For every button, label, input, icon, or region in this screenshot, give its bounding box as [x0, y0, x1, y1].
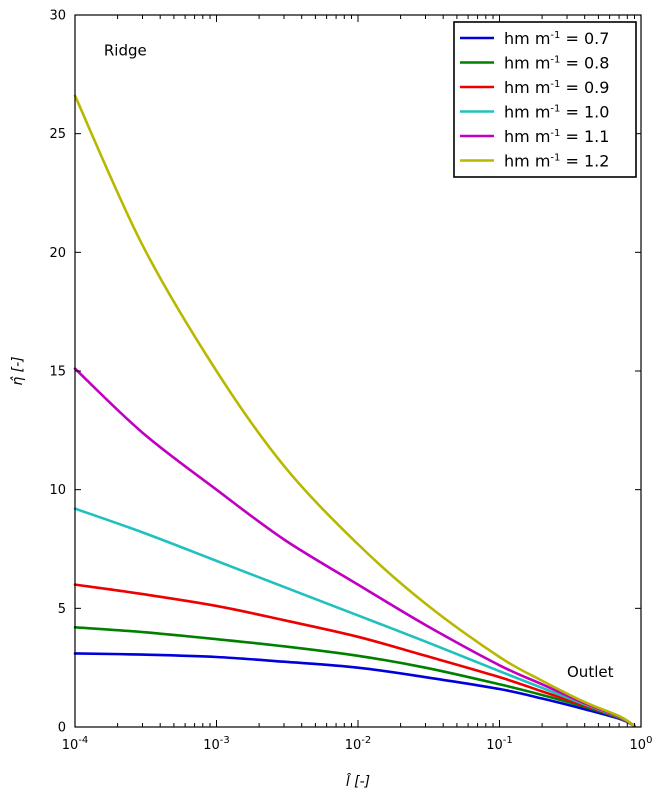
y-tick-label: 15	[49, 365, 66, 380]
legend-box	[453, 21, 637, 178]
legend-label: hm m-1 = 1.0	[504, 103, 609, 122]
y-axis-label: η̂ [-]	[10, 356, 26, 385]
x-tick-label: 10-4	[62, 735, 89, 753]
legend-label: hm m-1 = 0.8	[504, 54, 609, 73]
series-line-1	[73, 626, 636, 728]
legend-label: hm m-1 = 0.7	[504, 29, 609, 48]
y-tick-label: 25	[49, 127, 66, 142]
series-line-0	[73, 652, 636, 728]
legend-label: hm m-1 = 1.1	[504, 127, 609, 146]
x-tick-label: 10-2	[345, 735, 372, 753]
annotation-ridge: Ridge	[104, 41, 147, 59]
x-tick-label: 10-1	[486, 735, 513, 753]
y-tick-label: 0	[58, 721, 66, 736]
axis-ticks: 0 5 10 15 20 25 30 10-4 10-3 10-2 10-1 100	[49, 9, 652, 754]
y-tick-label: 30	[49, 9, 66, 24]
series-line-5	[73, 94, 636, 728]
y-tick-label: 5	[58, 602, 66, 617]
x-axis-label: l̂ [-]	[346, 773, 370, 790]
annotations: Ridge Outlet	[104, 41, 614, 681]
x-tick-label: 10-3	[203, 735, 230, 753]
x-tick-label: 100	[630, 735, 653, 753]
series-line-4	[73, 367, 636, 728]
plot-area	[73, 94, 636, 728]
annotation-outlet: Outlet	[567, 663, 614, 681]
legend-label: hm m-1 = 0.9	[504, 78, 609, 97]
y-tick-label: 20	[49, 246, 66, 261]
legend: hm m-1 = 0.7 hm m-1 = 0.8 hm m-1 = 0.9 hm m…	[453, 21, 637, 178]
y-tick-label: 10	[49, 483, 66, 498]
legend-label: hm m-1 = 1.2	[504, 152, 609, 171]
